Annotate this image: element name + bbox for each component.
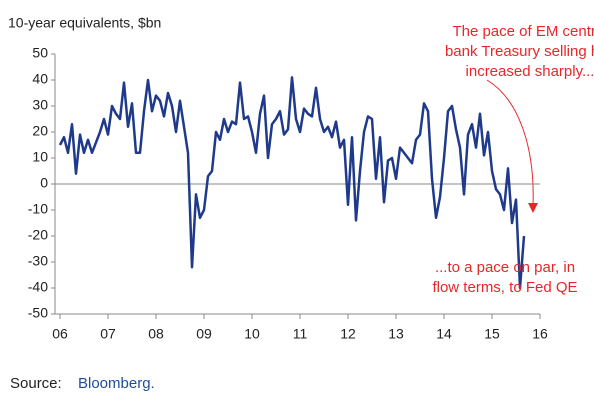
y-tick-label: -30 (28, 253, 48, 269)
x-tick-label: 09 (196, 326, 212, 342)
y-tick-label: -40 (28, 279, 48, 295)
y-tick-label: 20 (32, 123, 48, 139)
x-tick-label: 16 (532, 326, 548, 342)
annotation: The pace of EM central (452, 23, 594, 40)
arrow-head (528, 203, 538, 213)
y-tick-label: 40 (32, 71, 48, 87)
y-tick-label: -20 (28, 227, 48, 243)
annotation: increased sharply... (466, 63, 594, 80)
subtitle: 10-year equivalents, $bn (8, 15, 161, 31)
x-tick-label: 11 (293, 326, 308, 342)
x-tick-label: 13 (388, 326, 404, 342)
x-tick-label: 06 (52, 326, 68, 342)
annotation: flow terms, to Fed QE (432, 279, 577, 296)
source-name: Bloomberg. (78, 375, 155, 392)
x-tick-label: 14 (436, 326, 452, 342)
y-tick-label: 10 (32, 149, 48, 165)
y-tick-label: 30 (32, 97, 48, 113)
x-tick-label: 08 (148, 326, 164, 342)
x-tick-label: 12 (340, 326, 356, 342)
series-line (58, 76, 526, 290)
x-tick-label: 07 (100, 326, 116, 342)
annotation: ...to a pace on par, in (435, 259, 575, 276)
y-tick-label: 0 (40, 175, 48, 191)
source-label: Source: (10, 375, 62, 392)
y-tick-label: -50 (28, 305, 48, 321)
x-tick-label: 10 (244, 326, 260, 342)
y-tick-label: 50 (32, 45, 48, 61)
x-tick-label: 15 (484, 326, 500, 342)
annotation: bank Treasury selling has (445, 43, 594, 60)
y-tick-label: -10 (28, 201, 48, 217)
arrow (486, 79, 534, 206)
